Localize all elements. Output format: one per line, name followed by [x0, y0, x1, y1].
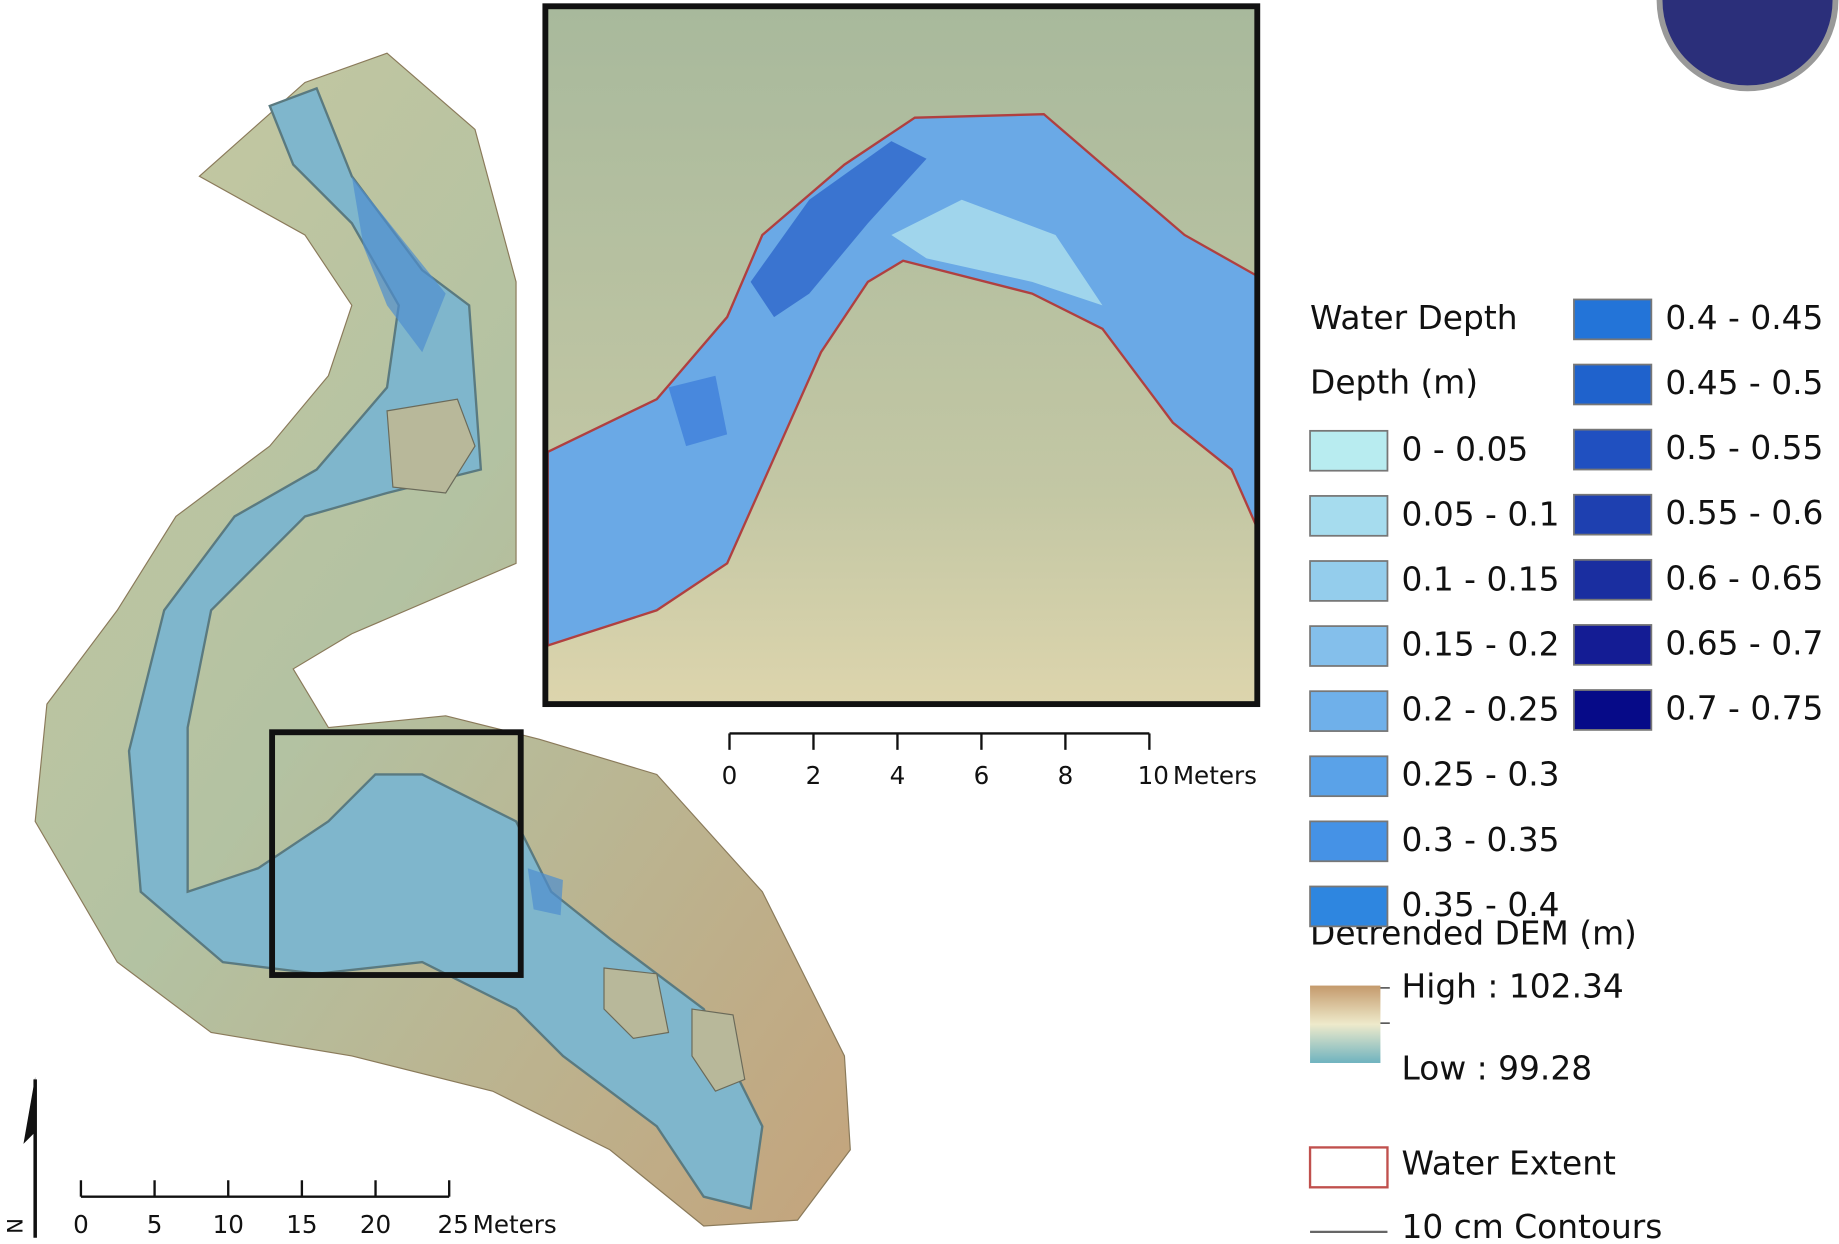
scale-label: 2	[806, 761, 822, 790]
legend-swatch	[1310, 821, 1387, 861]
legend-swatch	[1310, 626, 1387, 666]
page: {"map": { "north_arrow": "N", "scale_mai…	[0, 0, 1839, 1244]
scale-label: 20	[360, 1210, 391, 1239]
legend-swatch	[1310, 886, 1387, 926]
legend-swatch	[1574, 690, 1651, 730]
scale-label: 6	[974, 761, 990, 790]
legend-label: 0.5 - 0.55	[1665, 429, 1823, 467]
water-extent-swatch	[1310, 1147, 1387, 1187]
dem-low: Low : 99.28	[1402, 1050, 1593, 1088]
legend-swatch	[1310, 431, 1387, 471]
map-figure: N 0510152025Meters0246810Meters Water De…	[0, 0, 1839, 1244]
legend-label: 0.65 - 0.7	[1665, 624, 1823, 662]
inset-map	[545, 6, 1257, 704]
scale-label: 0	[73, 1210, 89, 1239]
legend-subtitle: Depth (m)	[1310, 363, 1478, 401]
legend-swatch	[1310, 561, 1387, 601]
legend-swatch	[1574, 560, 1651, 600]
legend-label: 0.6 - 0.65	[1665, 559, 1823, 597]
scale-unit: Meters	[473, 1210, 557, 1239]
legend-swatch	[1310, 496, 1387, 536]
legend-label: 0.1 - 0.15	[1402, 560, 1560, 598]
legend-swatch	[1574, 625, 1651, 665]
legend-swatch	[1574, 299, 1651, 339]
legend-title: Water Depth	[1310, 299, 1517, 337]
legend-label: 0.35 - 0.4	[1402, 886, 1560, 924]
scale-label: 8	[1058, 761, 1074, 790]
north-arrow-head	[23, 1077, 35, 1144]
water-extent-label: Water Extent	[1402, 1145, 1617, 1183]
legend-label: 0.15 - 0.2	[1402, 626, 1560, 664]
legend-swatch	[1310, 691, 1387, 731]
dem-high: High : 102.34	[1402, 967, 1624, 1005]
logo	[1660, 0, 1836, 88]
legend-label: 0.55 - 0.6	[1665, 494, 1823, 532]
contour-label: 10 cm Contours	[1402, 1208, 1663, 1244]
legend-label: 0.4 - 0.45	[1665, 299, 1823, 337]
north-arrow: N	[2, 1077, 35, 1238]
legend-swatch	[1574, 365, 1651, 405]
legend-label: 0.05 - 0.1	[1402, 495, 1560, 533]
scale-label: 10	[1138, 761, 1169, 790]
scale-label: 15	[286, 1210, 317, 1239]
legend-label: 0.3 - 0.35	[1402, 821, 1560, 859]
legend-label: 0.7 - 0.75	[1665, 689, 1823, 727]
legend-label: 0.45 - 0.5	[1665, 364, 1823, 402]
scale-label: 25	[437, 1210, 468, 1239]
scale-label: 10	[213, 1210, 244, 1239]
legend-label: 0.25 - 0.3	[1402, 756, 1560, 794]
north-label: N	[2, 1218, 27, 1234]
scale-label: 5	[147, 1210, 163, 1239]
dem-swatch	[1310, 986, 1380, 1063]
scale-unit: Meters	[1173, 761, 1257, 790]
legend: Water Depth Depth (m) Detrended DEM (m) …	[1310, 299, 1823, 1244]
legend-swatch	[1574, 495, 1651, 535]
legend-swatch	[1310, 756, 1387, 796]
legend-label: 0 - 0.05	[1402, 430, 1529, 468]
legend-swatch	[1574, 430, 1651, 470]
scale-label: 0	[722, 761, 738, 790]
scale-label: 4	[890, 761, 906, 790]
legend-label: 0.2 - 0.25	[1402, 691, 1560, 729]
